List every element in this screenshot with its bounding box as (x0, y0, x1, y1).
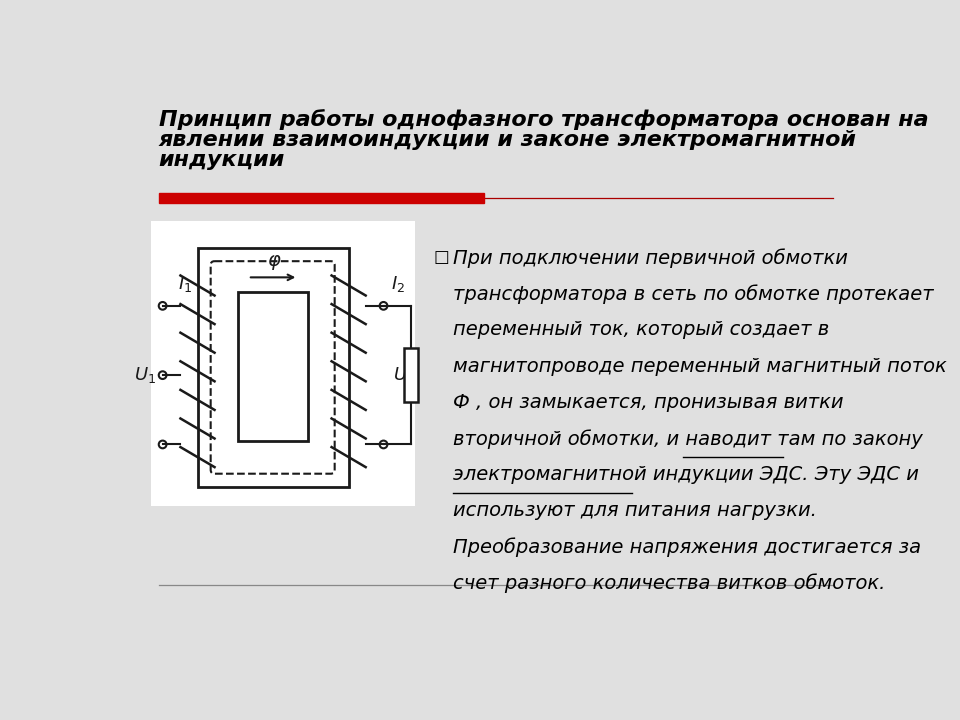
Text: магнитопроводе переменный магнитный поток: магнитопроводе переменный магнитный пото… (453, 356, 947, 376)
Text: $U_2$: $U_2$ (393, 365, 415, 385)
Bar (403, 348, 418, 402)
Text: $I_2$: $I_2$ (392, 274, 405, 294)
Bar (158, 193, 484, 204)
Text: Ф , он замыкается, пронизывая витки: Ф , он замыкается, пронизывая витки (453, 393, 844, 412)
Bar (151, 221, 415, 506)
Bar (198, 248, 348, 487)
Text: $I_1$: $I_1$ (179, 274, 192, 294)
Text: Преобразование напряжения достигается за: Преобразование напряжения достигается за (453, 538, 922, 557)
Bar (238, 292, 308, 441)
Text: Принцип работы однофазного трансформатора основан на: Принцип работы однофазного трансформатор… (158, 109, 928, 130)
Text: $U_1$: $U_1$ (134, 365, 156, 385)
Text: $w_1$: $w_1$ (242, 415, 264, 433)
Text: При подключении первичной обмотки: При подключении первичной обмотки (453, 248, 848, 268)
Text: явлении взаимоиндукции и законе электромагнитной: явлении взаимоиндукции и законе электром… (158, 130, 856, 150)
Text: φ: φ (267, 251, 279, 270)
Text: $w_2$: $w_2$ (282, 415, 304, 433)
Text: используют для питания нагрузки.: используют для питания нагрузки. (453, 501, 817, 521)
Text: переменный ток, который создает в: переменный ток, который создает в (453, 320, 829, 339)
Text: электромагнитной индукции ЭДС. Эту ЭДС и: электромагнитной индукции ЭДС. Эту ЭДС и (453, 465, 919, 485)
Text: □: □ (434, 248, 449, 266)
Text: трансформатора в сеть по обмотке протекает: трансформатора в сеть по обмотке протека… (453, 284, 934, 304)
Text: вторичной обмотки, и наводит там по закону: вторичной обмотки, и наводит там по зако… (453, 429, 923, 449)
Text: счет разного количества витков обмоток.: счет разного количества витков обмоток. (453, 574, 886, 593)
Text: индукции: индукции (158, 150, 285, 169)
